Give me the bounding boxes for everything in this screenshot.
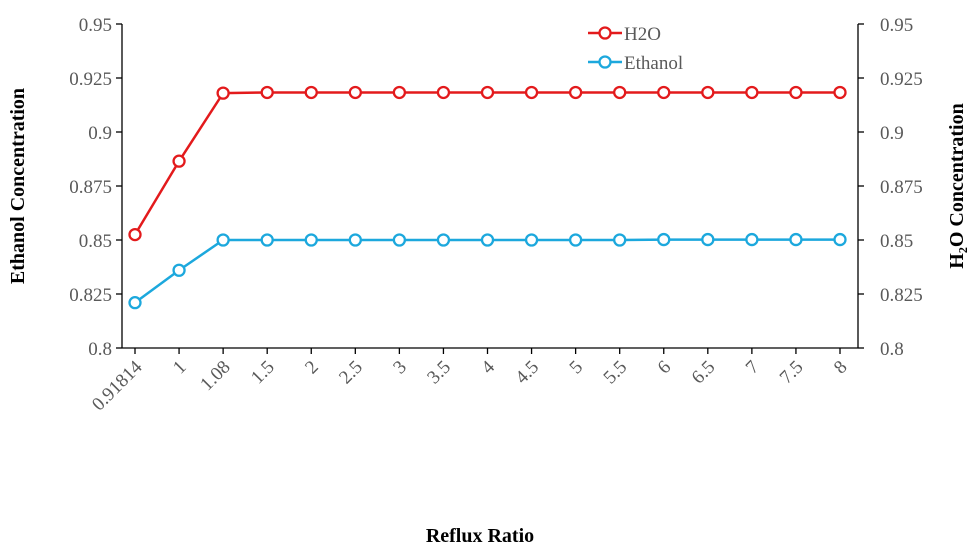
series-line-h2o xyxy=(133,91,840,236)
data-point-h2o xyxy=(172,154,186,168)
x-tick-label: 8 xyxy=(830,357,852,379)
data-point-h2o xyxy=(260,85,274,100)
right-y-tick-label: 0.85 xyxy=(880,231,913,252)
left-y-tick-label: 0.875 xyxy=(69,177,112,198)
legend: H2O Ethanol xyxy=(588,24,683,74)
data-point-ethanol xyxy=(216,233,230,247)
data-point-ethanol xyxy=(172,263,186,277)
data-point-h2o xyxy=(568,85,583,100)
left-y-tick-label: 0.8 xyxy=(88,339,112,360)
data-point-ethanol xyxy=(128,295,142,310)
x-ticks: 0.91814 1 1.08 1.5 2 2.5 3 3.5 4 4.5 5 5.5 6 6.5 7 7.5 8 xyxy=(88,348,852,415)
data-point-h2o xyxy=(701,85,715,100)
x-axis-title: Reflux Ratio xyxy=(426,525,534,547)
data-point-ethanol xyxy=(833,232,847,247)
legend-item-ethanol: Ethanol xyxy=(588,53,683,74)
x-tick-label: 3 xyxy=(389,357,411,379)
right-y-tick-label: 0.875 xyxy=(880,177,923,198)
right-y-tick-label: 0.95 xyxy=(880,15,913,36)
x-tick-label: 1 xyxy=(169,357,191,379)
x-tick-label: 6 xyxy=(654,357,676,379)
x-tick-label: 5.5 xyxy=(600,357,632,389)
right-y-tick-label: 0.8 xyxy=(880,339,904,360)
data-point-h2o xyxy=(436,85,451,100)
x-tick-label: 2.5 xyxy=(335,357,367,389)
legend-item-h2o: H2O xyxy=(588,24,661,45)
axes-group xyxy=(121,24,859,349)
left-y-tick-label: 0.85 xyxy=(79,231,112,252)
data-point-ethanol xyxy=(745,232,759,247)
x-tick-label: 3.5 xyxy=(423,357,455,389)
data-point-h2o xyxy=(392,85,407,100)
data-point-ethanol xyxy=(348,233,362,247)
data-point-h2o xyxy=(524,85,539,100)
right-y-ticks: 0.8 0.825 0.85 0.875 0.9 0.925 0.95 xyxy=(858,15,923,360)
data-point-ethanol xyxy=(568,233,583,247)
data-point-ethanol xyxy=(436,233,451,247)
right-y-tick-label: 0.925 xyxy=(880,69,923,90)
data-point-h2o xyxy=(745,85,759,100)
x-tick-label: 1.08 xyxy=(196,357,234,395)
left-y-tick-label: 0.95 xyxy=(79,15,112,36)
right-y-axis-title: H₂O Concentration xyxy=(946,103,967,268)
x-tick-label: 4 xyxy=(477,356,499,378)
data-point-h2o xyxy=(216,86,230,100)
data-point-ethanol xyxy=(613,233,627,247)
right-y-tick-label: 0.825 xyxy=(880,285,923,306)
data-point-ethanol xyxy=(524,233,539,247)
x-tick-label: 7.5 xyxy=(776,357,808,389)
x-tick-label: 2 xyxy=(301,357,323,379)
data-point-ethanol xyxy=(392,233,407,247)
x-tick-label: 4.5 xyxy=(511,357,543,389)
x-tick-label: 7 xyxy=(742,357,764,379)
legend-marker-h2o xyxy=(598,26,612,40)
data-point-ethanol xyxy=(657,232,671,247)
left-y-tick-label: 0.825 xyxy=(69,285,112,306)
series-line-ethanol xyxy=(134,238,840,304)
series-layer xyxy=(128,85,847,310)
data-point-h2o xyxy=(348,85,362,100)
left-y-axis-title: Ethanol Concentration xyxy=(7,88,29,284)
data-point-ethanol xyxy=(260,233,274,247)
data-point-h2o xyxy=(613,85,627,100)
legend-marker-ethanol xyxy=(598,55,612,69)
left-y-tick-label: 0.9 xyxy=(88,123,112,144)
series-h2o xyxy=(128,85,847,242)
legend-label-h2o: H2O xyxy=(624,24,661,45)
data-point-ethanol xyxy=(480,233,495,247)
data-point-h2o xyxy=(304,85,318,100)
data-point-ethanol xyxy=(789,232,803,247)
x-tick-label: 5 xyxy=(566,357,588,379)
x-tick-label: 6.5 xyxy=(688,357,720,389)
data-point-h2o xyxy=(480,85,495,100)
data-point-h2o xyxy=(657,85,671,100)
right-y-tick-label: 0.9 xyxy=(880,123,904,144)
x-tick-label: 1.5 xyxy=(247,357,279,389)
x-tick-label: 0.91814 xyxy=(88,356,147,415)
data-point-ethanol xyxy=(701,232,715,247)
data-point-h2o xyxy=(128,227,142,242)
data-point-ethanol xyxy=(304,233,318,247)
series-ethanol xyxy=(128,232,847,310)
data-point-h2o xyxy=(833,85,847,100)
legend-label-ethanol: Ethanol xyxy=(624,53,683,74)
left-y-ticks: 0.8 0.825 0.85 0.875 0.9 0.925 0.95 xyxy=(69,15,122,360)
data-point-h2o xyxy=(789,85,803,100)
left-y-tick-label: 0.925 xyxy=(69,69,112,90)
